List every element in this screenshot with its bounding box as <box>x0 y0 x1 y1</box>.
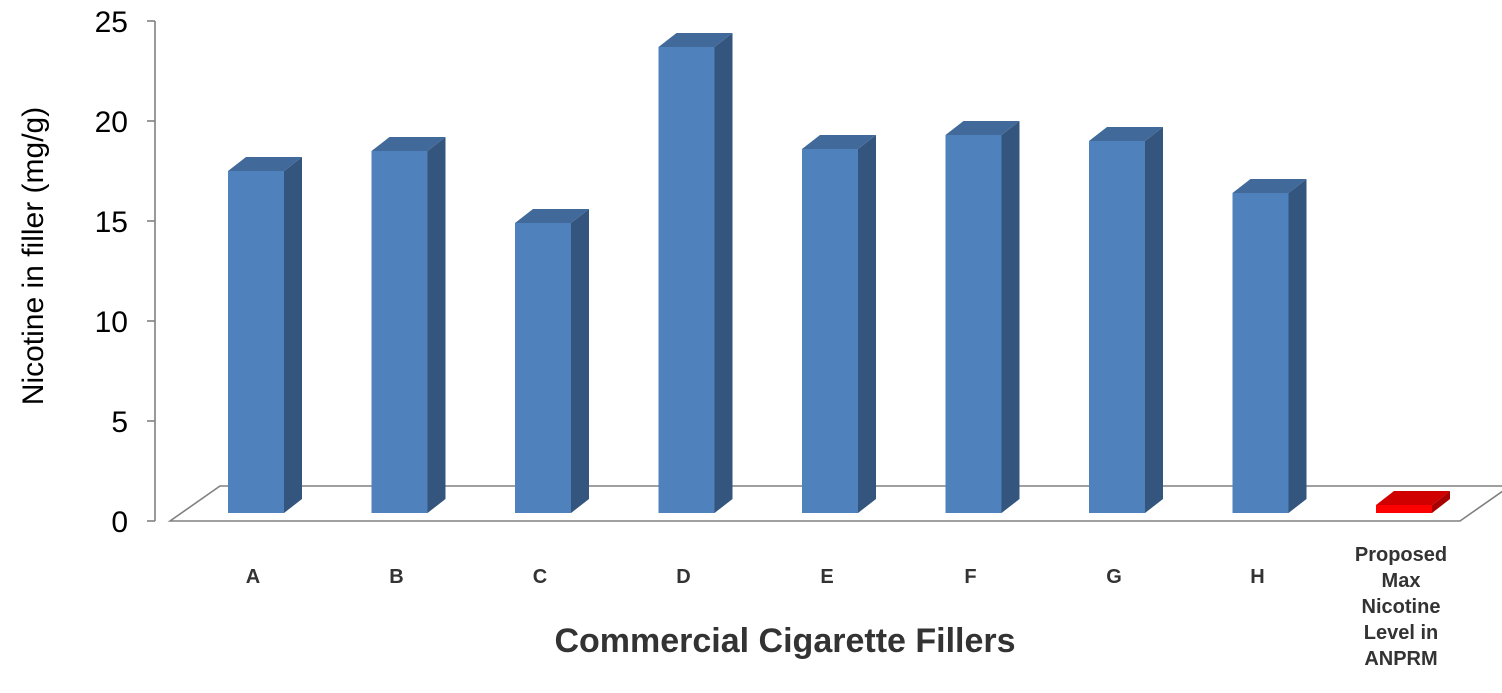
bar <box>228 157 302 513</box>
bar <box>658 33 733 513</box>
bar <box>1232 179 1307 513</box>
bar <box>1376 491 1450 513</box>
x-category-label: D <box>676 566 690 588</box>
bar-top <box>515 209 589 223</box>
bar-top <box>1089 127 1163 141</box>
bar-top <box>802 135 876 149</box>
bar <box>945 121 1020 513</box>
bar-top <box>1232 179 1307 193</box>
y-tick-label: 5 <box>111 406 128 439</box>
bar-front <box>371 151 428 513</box>
bar-side <box>1288 179 1307 513</box>
bar-side <box>1001 121 1020 513</box>
bar-side <box>427 137 446 513</box>
x-category-labels: A B C D E F G H Proposed Max Nicotine Level in ANPRM <box>246 544 1447 670</box>
y-tick-label: 15 <box>95 206 128 239</box>
bar-side <box>858 135 876 513</box>
bar-side <box>284 157 302 513</box>
bar-top <box>371 137 446 151</box>
bar <box>1089 127 1163 513</box>
x-category-label: E <box>820 566 833 588</box>
chart-bars <box>228 33 1450 513</box>
bar-front <box>945 135 1002 513</box>
bar-front <box>1232 193 1289 513</box>
bar-side <box>714 33 733 513</box>
bar-front <box>228 171 284 513</box>
x-category-label: B <box>389 566 403 588</box>
bar-top <box>658 33 733 47</box>
x-category-label: C <box>533 566 547 588</box>
y-axis-title: Nicotine in filler (mg/g) <box>17 107 50 405</box>
y-tick-label: 20 <box>95 106 128 139</box>
bar <box>371 137 446 513</box>
bar-top <box>228 157 302 171</box>
y-tick-label: 25 <box>95 6 128 39</box>
bar-front <box>1089 141 1145 513</box>
chart-floor <box>167 485 1502 522</box>
bar-front <box>802 149 858 513</box>
bar-top <box>1376 491 1450 505</box>
bar <box>515 209 589 513</box>
chart-axes <box>147 20 1502 522</box>
x-axis-title: Commercial Cigarette Fillers <box>554 622 1015 660</box>
y-tick-label: 0 <box>111 506 128 539</box>
bar-side <box>1432 491 1450 513</box>
x-category-label: A <box>246 566 260 588</box>
x-category-label: G <box>1106 566 1122 588</box>
bar-side <box>1145 127 1163 513</box>
bar <box>802 135 876 513</box>
bar-top <box>945 121 1020 135</box>
bar-front <box>515 223 571 513</box>
x-category-label: H <box>1250 566 1264 588</box>
bar-side <box>571 209 589 513</box>
bar-front <box>1376 505 1432 513</box>
y-tick-labels: 0 5 10 15 20 25 <box>95 6 128 539</box>
y-tick-label: 10 <box>95 306 128 339</box>
bar-front <box>658 47 715 513</box>
x-category-label: Proposed Max Nicotine Level in ANPRM <box>1355 544 1447 670</box>
x-category-label: F <box>964 566 976 588</box>
